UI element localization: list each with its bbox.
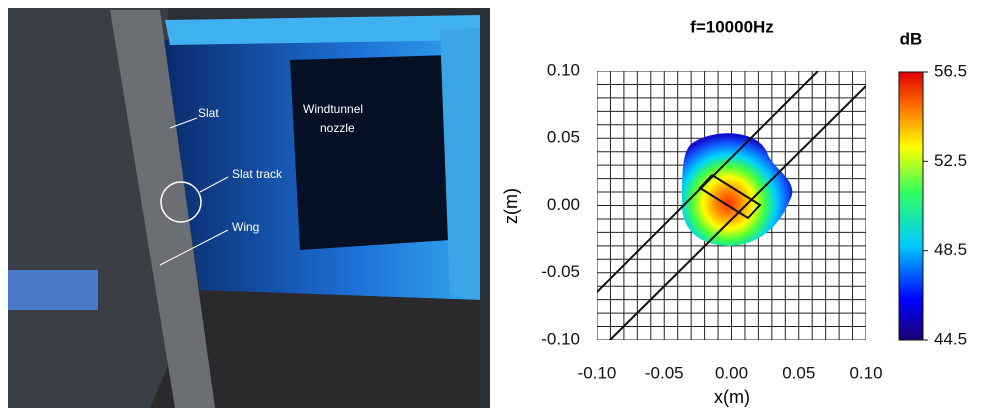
photo-label: nozzle [320, 121, 355, 135]
chart-title: f=10000Hz [690, 17, 774, 36]
x-tick-label: 0.10 [849, 363, 882, 382]
colorbar-tick-label: 56.5 [934, 61, 967, 80]
colorbar-tick-label: 52.5 [934, 151, 967, 170]
x-tick-label: 0.05 [782, 363, 815, 382]
photo: Slat Windtunnel nozzle Slat track Wing [8, 8, 490, 408]
y-axis-label: z(m) [501, 188, 521, 224]
photo-label: Slat [198, 106, 219, 120]
y-tick-label: 0.10 [547, 60, 580, 79]
photo-label: Slat track [232, 167, 283, 181]
y-tick-label: -0.05 [541, 262, 580, 281]
x-tick-label: -0.10 [578, 363, 617, 382]
y-tick-label: 0.05 [547, 128, 580, 147]
colorbar-label: dB [900, 29, 923, 48]
plot-area [597, 71, 866, 340]
photo-label: Wing [232, 220, 259, 234]
colorbar [899, 72, 923, 340]
figure: Slat Windtunnel nozzle Slat track Wing f… [0, 0, 996, 408]
y-tick-label: -0.10 [541, 329, 580, 348]
colorbar-tick-label: 48.5 [934, 240, 967, 259]
photo-label: Windtunnel [303, 102, 363, 116]
x-tick-label: 0.00 [715, 363, 748, 382]
colorbar-tick-label: 44.5 [934, 329, 967, 348]
x-tick-label: -0.05 [645, 363, 684, 382]
x-axis-label: x(m) [714, 387, 750, 407]
y-tick-label: 0.00 [547, 195, 580, 214]
